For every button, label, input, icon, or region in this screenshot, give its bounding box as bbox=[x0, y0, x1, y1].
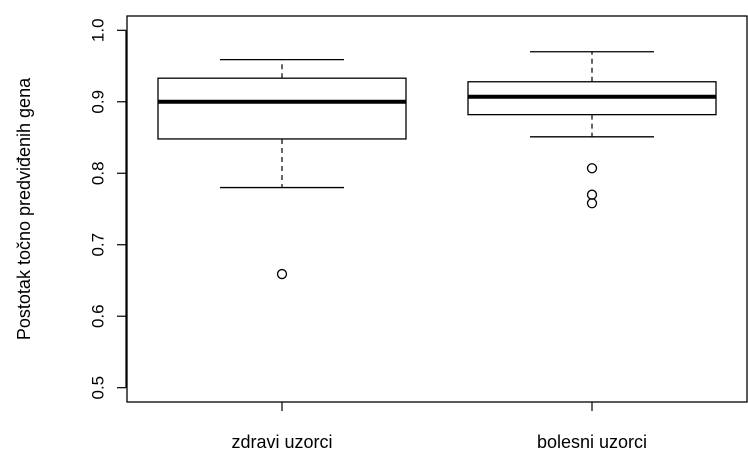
outlier-point bbox=[276, 268, 288, 280]
outlier-point bbox=[586, 198, 598, 209]
outlier-point bbox=[586, 189, 598, 200]
y-tick-label: 0.8 bbox=[89, 161, 108, 185]
y-axis-title: Postotak točno predviđenih gena bbox=[14, 77, 34, 340]
x-axis: zdravi uzorci bolesni uzorci bbox=[231, 402, 647, 452]
plot-frame bbox=[126, 15, 748, 403]
box-group bbox=[157, 58, 407, 280]
y-tick-label: 0.9 bbox=[89, 90, 108, 114]
box-group bbox=[467, 51, 717, 209]
y-tick-label: 0.7 bbox=[89, 233, 108, 257]
y-tick-label: 0.5 bbox=[89, 376, 108, 400]
x-tick-label: zdravi uzorci bbox=[231, 432, 332, 452]
y-tick-label: 1.0 bbox=[89, 18, 108, 42]
boxes bbox=[157, 51, 717, 280]
outlier-point bbox=[586, 163, 598, 174]
y-tick-label: 0.6 bbox=[89, 304, 108, 328]
iqr-box bbox=[157, 77, 407, 140]
y-axis: 0.5 0.6 0.7 0.8 0.9 1.0 bbox=[89, 18, 127, 400]
x-tick-label: bolesni uzorci bbox=[537, 432, 647, 452]
